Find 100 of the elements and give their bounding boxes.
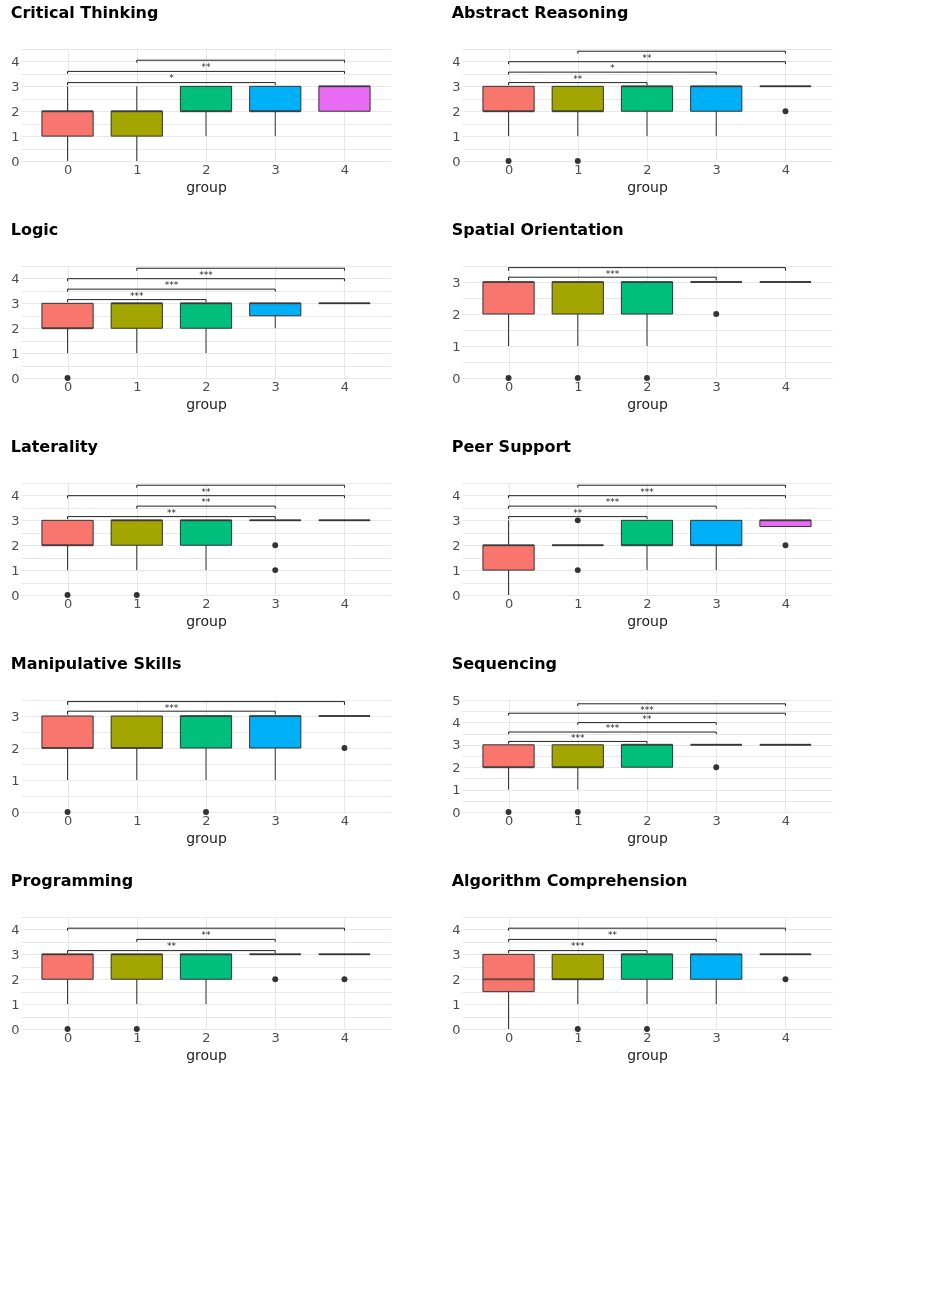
- y-tick-label: 4: [11, 487, 20, 503]
- x-tick-label: 3: [712, 1029, 721, 1045]
- x-tick-label: 3: [712, 161, 721, 177]
- x-axis-title: group: [627, 1046, 668, 1063]
- x-axis-title: group: [186, 1046, 227, 1063]
- x-tick-label: 4: [340, 161, 350, 177]
- x-tick-label: 3: [712, 812, 721, 828]
- y-tick-label: 3: [11, 78, 20, 94]
- y-tick-label: 2: [11, 740, 20, 756]
- y-tick-label: 1: [11, 128, 20, 144]
- x-axis-title: group: [627, 395, 668, 412]
- x-axis-title: group: [627, 178, 668, 195]
- annotation: ***: [571, 732, 586, 743]
- x-tick-label: 0: [63, 1029, 73, 1045]
- y-tick-label: 4: [11, 921, 20, 937]
- y-tick-label: 1: [11, 345, 20, 361]
- chart-title: Algorithm Comprehension: [451, 871, 688, 890]
- y-tick-label: 4: [11, 270, 20, 286]
- x-tick-label: 0: [63, 595, 73, 611]
- x-tick-label: 0: [63, 378, 73, 394]
- annotation: ***: [164, 703, 179, 713]
- y-tick-label: 4: [452, 921, 461, 937]
- y-tick-label: 2: [452, 306, 461, 322]
- annotation: ***: [130, 290, 145, 301]
- chart-title: Logic: [10, 220, 59, 239]
- y-tick-label: 2: [452, 537, 461, 553]
- x-tick-label: 4: [781, 812, 791, 828]
- x-tick-label: 4: [781, 378, 791, 394]
- y-tick-label: 2: [11, 103, 20, 119]
- y-tick-label: 3: [452, 946, 461, 962]
- y-tick-label: 4: [452, 487, 461, 503]
- annotation: **: [166, 507, 177, 518]
- y-tick-label: 3: [11, 946, 20, 962]
- y-tick-label: 1: [11, 562, 20, 578]
- x-tick-label: 4: [340, 812, 350, 828]
- annotation: **: [201, 930, 211, 941]
- x-tick-label: 2: [202, 1029, 211, 1045]
- x-tick-label: 1: [574, 1029, 583, 1045]
- chart-title: Laterality: [10, 437, 99, 456]
- x-tick-label: 0: [504, 1029, 514, 1045]
- annotation: **: [201, 486, 211, 497]
- y-tick-label: 2: [11, 971, 20, 987]
- annotation: **: [573, 73, 583, 84]
- x-tick-label: 1: [574, 378, 583, 394]
- y-tick-label: 4: [452, 714, 461, 730]
- y-tick-label: 3: [11, 512, 20, 528]
- chart-title: Peer Support: [451, 437, 572, 456]
- annotation: **: [642, 714, 652, 725]
- x-tick-label: 3: [271, 161, 280, 177]
- x-tick-label: 3: [712, 595, 721, 611]
- y-tick-label: 1: [452, 562, 461, 578]
- y-tick-label: 1: [11, 772, 20, 788]
- x-axis-title: group: [186, 178, 227, 195]
- annotation: **: [573, 507, 583, 518]
- y-tick-label: 1: [11, 996, 20, 1012]
- x-tick-label: 1: [133, 378, 142, 394]
- chart-title: Abstract Reasoning: [451, 3, 629, 22]
- x-tick-label: 4: [781, 161, 791, 177]
- y-tick-label: 4: [11, 53, 20, 69]
- x-axis-title: group: [627, 612, 668, 629]
- x-tick-label: 4: [340, 1029, 350, 1045]
- y-tick-label: 2: [11, 537, 20, 553]
- chart-title: Sequencing: [451, 654, 558, 673]
- x-tick-label: 1: [574, 812, 583, 828]
- annotation: *: [169, 73, 175, 84]
- x-tick-label: 2: [202, 595, 211, 611]
- x-tick-label: 1: [574, 161, 583, 177]
- y-tick-label: 2: [452, 759, 461, 775]
- x-tick-label: 2: [202, 161, 211, 177]
- annotation: ***: [640, 704, 655, 715]
- y-tick-label: 3: [11, 295, 20, 311]
- chart-title: Manipulative Skills: [10, 654, 182, 673]
- chart-title: Spatial Orientation: [451, 220, 624, 239]
- x-tick-label: 0: [504, 812, 514, 828]
- x-axis-title: group: [186, 395, 227, 412]
- y-tick-label: 3: [11, 708, 20, 724]
- x-tick-label: 0: [504, 378, 514, 394]
- annotation: ***: [605, 723, 620, 734]
- y-tick-label: 5: [452, 692, 461, 708]
- x-tick-label: 0: [504, 595, 514, 611]
- x-axis-title: group: [627, 829, 668, 846]
- x-tick-label: 2: [202, 812, 211, 828]
- x-tick-label: 3: [271, 812, 280, 828]
- x-tick-label: 3: [271, 595, 280, 611]
- y-tick-label: 2: [452, 971, 461, 987]
- x-tick-label: 3: [271, 1029, 280, 1045]
- x-tick-label: 4: [340, 595, 350, 611]
- x-tick-label: 2: [643, 378, 652, 394]
- annotation: ***: [571, 941, 586, 952]
- x-tick-label: 1: [133, 1029, 142, 1045]
- x-tick-label: 0: [63, 812, 73, 828]
- x-tick-label: 1: [133, 812, 142, 828]
- x-tick-label: 1: [133, 161, 142, 177]
- y-tick-label: 1: [452, 128, 461, 144]
- y-tick-label: 4: [452, 53, 461, 69]
- x-tick-label: 4: [781, 1029, 791, 1045]
- x-tick-label: 2: [643, 161, 652, 177]
- annotation: ***: [605, 497, 620, 508]
- y-tick-label: 2: [11, 320, 20, 336]
- y-tick-label: 3: [452, 512, 461, 528]
